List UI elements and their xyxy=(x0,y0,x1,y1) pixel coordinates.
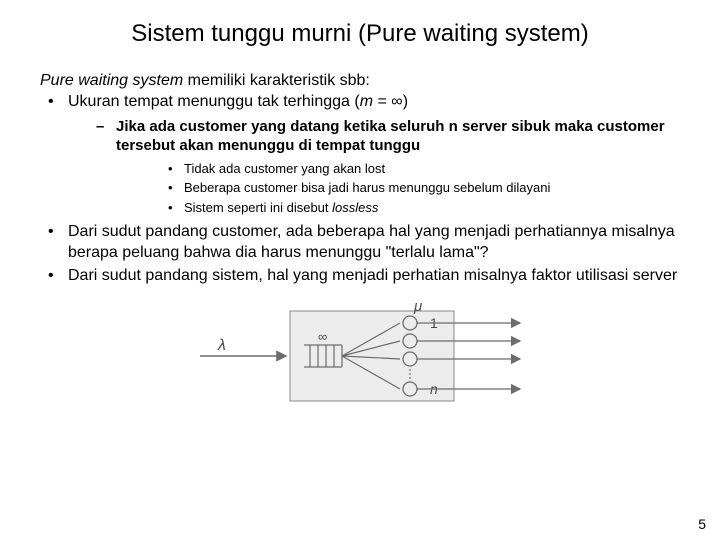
subdot-item: Beberapa customer bisa jadi harus menung… xyxy=(116,179,680,197)
bullet-item: Ukuran tempat menunggu tak terhingga (m … xyxy=(40,92,680,216)
intro-line: Pure waiting system memiliki karakterist… xyxy=(40,72,680,90)
bullet-list-1: Ukuran tempat menunggu tak terhingga (m … xyxy=(40,92,680,216)
slide-title: Sistem tunggu murni (Pure waiting system… xyxy=(40,20,680,48)
sub3-pre: Sistem seperti ini disebut xyxy=(184,200,332,215)
bullet1-m: m xyxy=(360,93,373,110)
dash-item: Jika ada customer yang datang ketika sel… xyxy=(68,117,680,217)
subdot-item: Tidak ada customer yang akan lost xyxy=(116,160,680,178)
lambda-label: λ xyxy=(217,337,226,354)
mu-label: μ xyxy=(413,301,422,315)
subdot-list: Tidak ada customer yang akan lost Bebera… xyxy=(116,160,680,217)
subdot-item: Sistem seperti ini disebut lossless xyxy=(116,199,680,217)
dash-list: Jika ada customer yang datang ketika sel… xyxy=(68,117,680,217)
intro-italic: Pure waiting system xyxy=(40,72,183,89)
bullet-item: Dari sudut pandang sistem, hal yang menj… xyxy=(40,266,680,287)
sub3-italic: lossless xyxy=(332,200,378,215)
queue-svg: λ ∞ μ xyxy=(190,301,530,411)
bullet1-post: = ∞) xyxy=(373,93,408,110)
intro-rest: memiliki karakteristik sbb: xyxy=(183,72,370,89)
dash1-text: Jika ada customer yang datang ketika sel… xyxy=(116,118,665,155)
bullet1-pre: Ukuran tempat menunggu tak terhingga ( xyxy=(68,93,360,110)
page-number: 5 xyxy=(698,516,706,532)
bullet-item: Dari sudut pandang customer, ada beberap… xyxy=(40,222,680,264)
bullet-list-2: Dari sudut pandang customer, ada beberap… xyxy=(40,222,680,286)
infinity-label: ∞ xyxy=(318,329,327,344)
queue-diagram: λ ∞ μ xyxy=(40,301,680,416)
